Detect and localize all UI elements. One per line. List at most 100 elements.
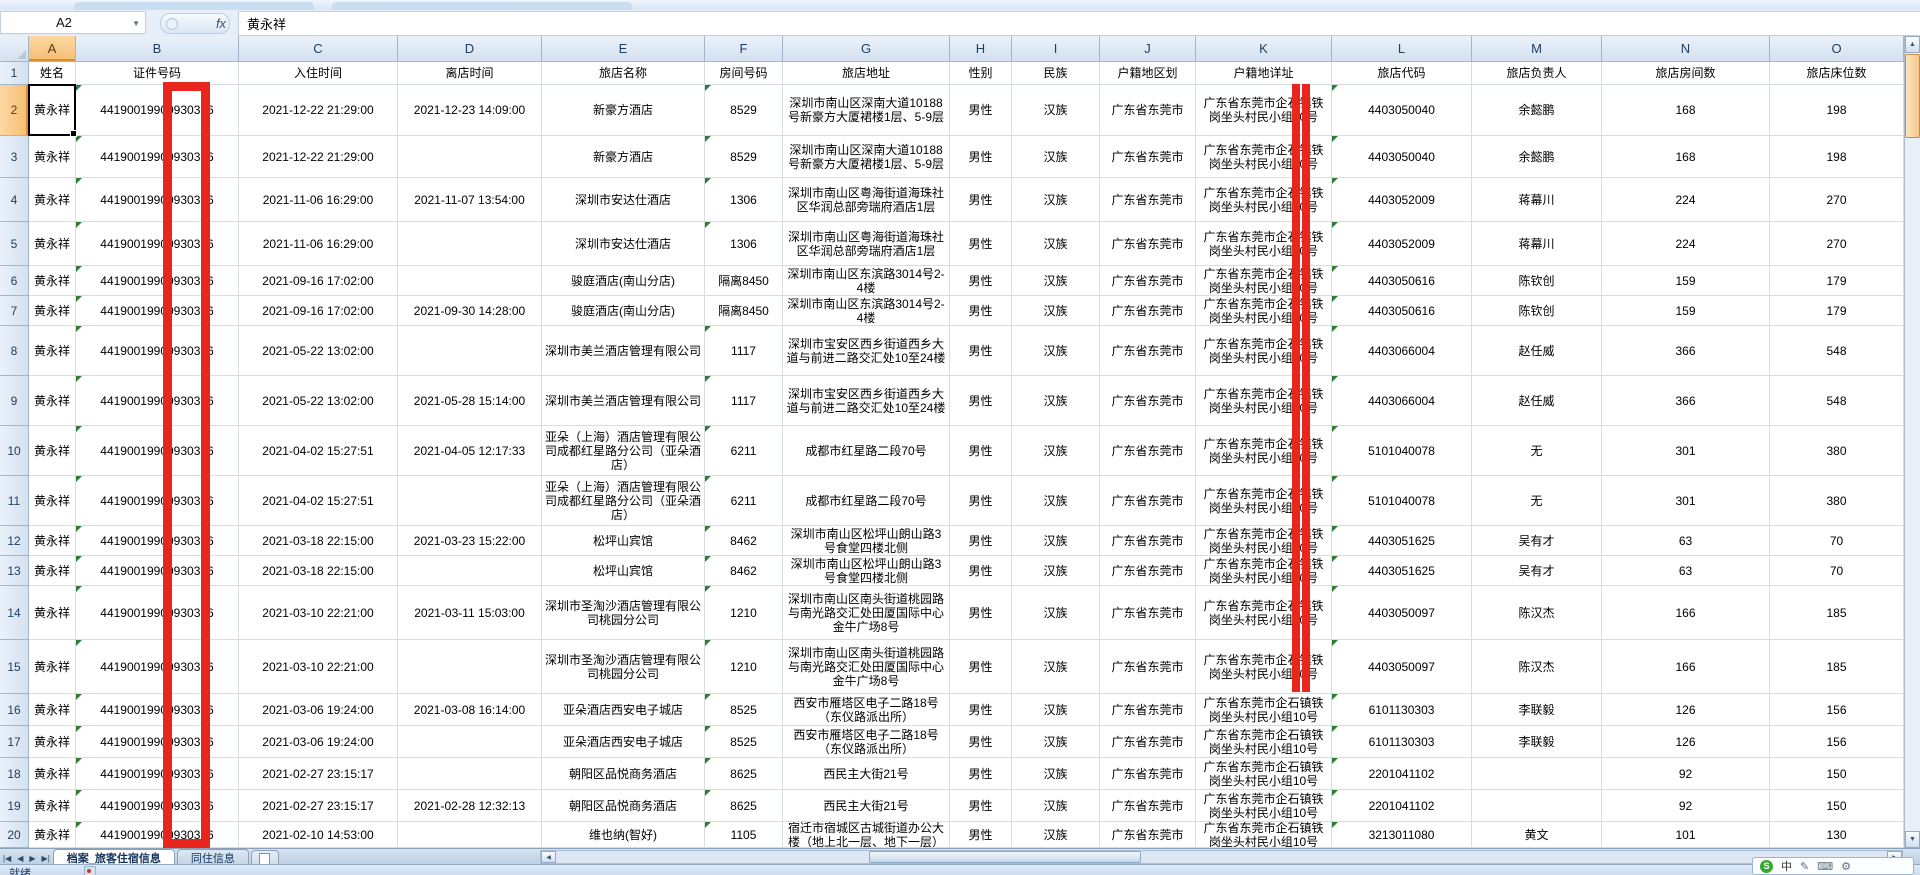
cell-N12[interactable]: 63 bbox=[1602, 526, 1770, 556]
cell-L18[interactable]: 2201041102 bbox=[1332, 758, 1472, 790]
cell-C1[interactable]: 入住时间 bbox=[239, 62, 398, 85]
cell-L15[interactable]: 4403050097 bbox=[1332, 640, 1472, 694]
cell-K13[interactable]: 广东省东莞市企石镇铁岗坐头村民小组10号 bbox=[1196, 556, 1332, 586]
cell-E9[interactable]: 深圳市美兰酒店管理有限公司 bbox=[542, 376, 705, 426]
cell-N18[interactable]: 92 bbox=[1602, 758, 1770, 790]
cell-K6[interactable]: 广东省东莞市企石镇铁岗坐头村民小组10号 bbox=[1196, 266, 1332, 296]
cell-L6[interactable]: 4403050616 bbox=[1332, 266, 1472, 296]
cell-D9[interactable]: 2021-05-28 15:14:00 bbox=[398, 376, 542, 426]
formula-input[interactable]: 黄永祥 bbox=[238, 11, 1920, 36]
cell-L17[interactable]: 6101130303 bbox=[1332, 726, 1472, 758]
cell-M8[interactable]: 赵任威 bbox=[1472, 326, 1602, 376]
cell-H10[interactable]: 男性 bbox=[950, 426, 1012, 476]
cell-G4[interactable]: 深圳市南山区粤海街道海珠社区华润总部旁瑞府酒店1层 bbox=[783, 178, 950, 222]
cell-H9[interactable]: 男性 bbox=[950, 376, 1012, 426]
cell-M18[interactable] bbox=[1472, 758, 1602, 790]
cell-K17[interactable]: 广东省东莞市企石镇铁岗坐头村民小组10号 bbox=[1196, 726, 1332, 758]
column-header-O[interactable]: O bbox=[1770, 36, 1904, 62]
cell-J5[interactable]: 广东省东莞市 bbox=[1100, 222, 1196, 266]
cell-O8[interactable]: 548 bbox=[1770, 326, 1904, 376]
cell-F11[interactable]: 6211 bbox=[705, 476, 783, 526]
cell-E5[interactable]: 深圳市安达仕酒店 bbox=[542, 222, 705, 266]
cell-G12[interactable]: 深圳市南山区松坪山朗山路3号食堂四楼北侧 bbox=[783, 526, 950, 556]
cell-J6[interactable]: 广东省东莞市 bbox=[1100, 266, 1196, 296]
row-header-18[interactable]: 18 bbox=[0, 758, 29, 790]
cell-K7[interactable]: 广东省东莞市企石镇铁岗坐头村民小组10号 bbox=[1196, 296, 1332, 326]
cell-A13[interactable]: 黄永祥 bbox=[29, 556, 76, 586]
cell-D20[interactable] bbox=[398, 822, 542, 848]
cell-D17[interactable] bbox=[398, 726, 542, 758]
cell-K4[interactable]: 广东省东莞市企石镇铁岗坐头村民小组10号 bbox=[1196, 178, 1332, 222]
last-sheet-button[interactable]: ▶| bbox=[41, 854, 50, 863]
cell-N20[interactable]: 101 bbox=[1602, 822, 1770, 848]
cell-D15[interactable] bbox=[398, 640, 542, 694]
cell-J2[interactable]: 广东省东莞市 bbox=[1100, 85, 1196, 136]
cell-A3[interactable]: 黄永祥 bbox=[29, 136, 76, 178]
cell-B5[interactable]: 44190019900930376 bbox=[76, 222, 239, 266]
next-sheet-button[interactable]: ▶ bbox=[29, 854, 36, 863]
cell-L14[interactable]: 4403050097 bbox=[1332, 586, 1472, 640]
cell-B11[interactable]: 44190019900930376 bbox=[76, 476, 239, 526]
cell-K9[interactable]: 广东省东莞市企石镇铁岗坐头村民小组10号 bbox=[1196, 376, 1332, 426]
cell-L1[interactable]: 旅店代码 bbox=[1332, 62, 1472, 85]
cell-J13[interactable]: 广东省东莞市 bbox=[1100, 556, 1196, 586]
cell-E11[interactable]: 亚朵（上海）酒店管理有限公司成都红星路分公司（亚朵酒店） bbox=[542, 476, 705, 526]
cell-H4[interactable]: 男性 bbox=[950, 178, 1012, 222]
name-box[interactable]: A2 ▼ bbox=[0, 11, 146, 34]
cell-B18[interactable]: 44190019900930376 bbox=[76, 758, 239, 790]
row-header-14[interactable]: 14 bbox=[0, 586, 29, 640]
cell-K12[interactable]: 广东省东莞市企石镇铁岗坐头村民小组10号 bbox=[1196, 526, 1332, 556]
cell-D1[interactable]: 离店时间 bbox=[398, 62, 542, 85]
cell-K5[interactable]: 广东省东莞市企石镇铁岗坐头村民小组10号 bbox=[1196, 222, 1332, 266]
cell-C6[interactable]: 2021-09-16 17:02:00 bbox=[239, 266, 398, 296]
cell-H13[interactable]: 男性 bbox=[950, 556, 1012, 586]
row-header-8[interactable]: 8 bbox=[0, 326, 29, 376]
cell-N10[interactable]: 301 bbox=[1602, 426, 1770, 476]
cell-B12[interactable]: 44190019900930376 bbox=[76, 526, 239, 556]
cell-F12[interactable]: 8462 bbox=[705, 526, 783, 556]
cell-N13[interactable]: 63 bbox=[1602, 556, 1770, 586]
cell-C13[interactable]: 2021-03-18 22:15:00 bbox=[239, 556, 398, 586]
cell-K10[interactable]: 广东省东莞市企石镇铁岗坐头村民小组10号 bbox=[1196, 426, 1332, 476]
cell-G17[interactable]: 西安市雁塔区电子二路18号（东仪路派出所） bbox=[783, 726, 950, 758]
cell-B17[interactable]: 44190019900930376 bbox=[76, 726, 239, 758]
cell-L9[interactable]: 4403066004 bbox=[1332, 376, 1472, 426]
cell-B10[interactable]: 44190019900930376 bbox=[76, 426, 239, 476]
cell-O17[interactable]: 156 bbox=[1770, 726, 1904, 758]
cell-J16[interactable]: 广东省东莞市 bbox=[1100, 694, 1196, 726]
tab-cohabitant-info[interactable]: 同住信息 bbox=[176, 849, 249, 865]
cell-N3[interactable]: 168 bbox=[1602, 136, 1770, 178]
cell-D5[interactable] bbox=[398, 222, 542, 266]
cell-G15[interactable]: 深圳市南山区南头街道桃园路与南光路交汇处田厦国际中心金牛广场8号 bbox=[783, 640, 950, 694]
ime-settings-icon[interactable]: ⚙ bbox=[1841, 860, 1851, 873]
cell-M12[interactable]: 吴有才 bbox=[1472, 526, 1602, 556]
cell-A6[interactable]: 黄永祥 bbox=[29, 266, 76, 296]
cell-I19[interactable]: 汉族 bbox=[1012, 790, 1100, 822]
cell-A14[interactable]: 黄永祥 bbox=[29, 586, 76, 640]
cell-F14[interactable]: 1210 bbox=[705, 586, 783, 640]
cell-N6[interactable]: 159 bbox=[1602, 266, 1770, 296]
column-header-E[interactable]: E bbox=[542, 36, 705, 62]
sogou-logo-icon[interactable]: S bbox=[1760, 859, 1773, 873]
cell-D4[interactable]: 2021-11-07 13:54:00 bbox=[398, 178, 542, 222]
select-all-corner[interactable] bbox=[0, 36, 29, 62]
cell-A12[interactable]: 黄永祥 bbox=[29, 526, 76, 556]
cell-G5[interactable]: 深圳市南山区粤海街道海珠社区华润总部旁瑞府酒店1层 bbox=[783, 222, 950, 266]
cell-A4[interactable]: 黄永祥 bbox=[29, 178, 76, 222]
cell-B19[interactable]: 44190019900930376 bbox=[76, 790, 239, 822]
cell-K19[interactable]: 广东省东莞市企石镇铁岗坐头村民小组10号 bbox=[1196, 790, 1332, 822]
name-box-dropdown-icon[interactable]: ▼ bbox=[132, 19, 140, 28]
cell-I6[interactable]: 汉族 bbox=[1012, 266, 1100, 296]
cell-M19[interactable] bbox=[1472, 790, 1602, 822]
cell-M15[interactable]: 陈汉杰 bbox=[1472, 640, 1602, 694]
column-header-H[interactable]: H bbox=[950, 36, 1012, 62]
cell-C5[interactable]: 2021-11-06 16:29:00 bbox=[239, 222, 398, 266]
cell-O18[interactable]: 150 bbox=[1770, 758, 1904, 790]
row-header-17[interactable]: 17 bbox=[0, 726, 29, 758]
cell-I1[interactable]: 民族 bbox=[1012, 62, 1100, 85]
cell-H20[interactable]: 男性 bbox=[950, 822, 1012, 848]
cell-J12[interactable]: 广东省东莞市 bbox=[1100, 526, 1196, 556]
row-header-7[interactable]: 7 bbox=[0, 296, 29, 326]
cell-C11[interactable]: 2021-04-02 15:27:51 bbox=[239, 476, 398, 526]
cell-F3[interactable]: 8529 bbox=[705, 136, 783, 178]
